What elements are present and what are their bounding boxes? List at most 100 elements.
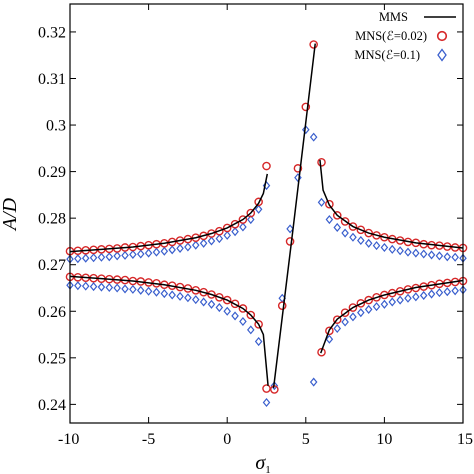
- data-point-mns-01: [199, 238, 208, 248]
- mms-curve: [69, 173, 269, 253]
- data-point-mns-002: [364, 228, 373, 238]
- data-point-mns-01: [317, 197, 326, 207]
- data-point-mns-01: [231, 311, 239, 321]
- data-point-mns-01: [396, 246, 404, 256]
- data-point-mns-01: [372, 241, 381, 251]
- data-point-mns-01: [136, 249, 145, 259]
- data-point-mns-01: [184, 293, 192, 303]
- data-point-mns-01: [443, 287, 452, 297]
- series-layer: [65, 40, 468, 408]
- data-point-mns-01: [89, 282, 98, 292]
- data-point-mns-01: [129, 284, 137, 294]
- data-point-mns-01: [380, 242, 389, 253]
- y-tick-label: 0.29: [38, 164, 66, 181]
- data-point-mns-01: [176, 291, 184, 301]
- data-point-mns-002: [222, 223, 232, 233]
- data-point-mns-01: [105, 282, 114, 293]
- data-point-mns-002: [293, 164, 303, 173]
- data-point-mns-01: [239, 222, 247, 232]
- data-point-mns-002: [340, 308, 350, 317]
- data-point-mns-01: [427, 250, 436, 260]
- data-point-mns-01: [451, 252, 459, 262]
- y-tick-label: 0.25: [38, 350, 66, 367]
- data-point-mns-002: [285, 237, 295, 246]
- x-tick-label: 10: [376, 431, 392, 448]
- x-axis-title-symbol: σ: [255, 452, 266, 474]
- mms-curve: [69, 275, 269, 386]
- data-point-mns-01: [435, 251, 444, 261]
- data-point-mns-01: [341, 228, 349, 238]
- data-point-mns-01: [333, 222, 342, 233]
- y-tick-label: 0.32: [38, 24, 66, 41]
- data-point-mns-002: [325, 326, 334, 336]
- data-point-mns-01: [404, 293, 412, 303]
- data-point-mns-002: [215, 292, 224, 302]
- legend-swatch-mns-002: [436, 30, 448, 42]
- data-point-mns-01: [349, 232, 357, 242]
- data-point-mns-002: [348, 303, 358, 312]
- data-point-mns-01: [144, 286, 153, 296]
- data-point-mns-01: [168, 245, 176, 255]
- data-point-mns-002: [325, 199, 334, 209]
- y-tick-label: 0.27: [38, 257, 66, 274]
- data-point-mns-01: [325, 215, 334, 225]
- data-point-mns-002: [395, 286, 405, 296]
- data-point-mns-01: [113, 283, 121, 293]
- data-point-mns-01: [388, 244, 397, 254]
- legend-label-mns-01: MNS(ℰ=0.1): [354, 48, 420, 62]
- data-point-mns-01: [286, 224, 294, 234]
- data-point-mns-002: [238, 215, 248, 224]
- data-point-mns-01: [412, 292, 420, 302]
- data-point-mns-002: [387, 288, 397, 298]
- data-point-mns-002: [372, 292, 381, 302]
- data-point-mns-01: [81, 281, 90, 291]
- data-point-mns-01: [176, 243, 184, 253]
- data-point-mns-01: [97, 252, 106, 262]
- data-point-mns-01: [89, 253, 98, 263]
- x-tick-label: 15: [457, 431, 473, 448]
- ticks-layer: -10 -5 0 5 10 15 0.24 0.25 0.26 0.27 0.28 0.29 0.3 0.…: [38, 4, 473, 448]
- data-point-mns-01: [357, 308, 365, 318]
- data-point-mns-002: [246, 310, 256, 320]
- data-point-mns-01: [435, 288, 444, 298]
- data-point-mns-01: [364, 304, 373, 314]
- data-point-mns-002: [356, 299, 366, 308]
- data-point-mns-002: [215, 226, 224, 236]
- data-point-mns-01: [144, 248, 153, 258]
- data-point-mns-002: [317, 347, 326, 357]
- data-point-mns-01: [215, 303, 224, 313]
- y-tick-label: 0.28: [38, 211, 66, 228]
- data-point-mns-002: [246, 208, 256, 218]
- mms-curve: [319, 159, 464, 249]
- mms-curve: [320, 279, 464, 354]
- data-point-mns-01: [207, 236, 216, 246]
- data-point-mns-002: [230, 299, 240, 309]
- data-point-mns-01: [302, 125, 310, 135]
- data-point-mns-01: [412, 248, 420, 258]
- data-point-mns-002: [380, 290, 389, 300]
- data-point-mns-002: [317, 157, 326, 167]
- y-tick-label: 0.26: [38, 304, 66, 321]
- data-point-mns-002: [356, 225, 366, 235]
- data-point-mns-01: [388, 297, 397, 307]
- x-tick-label: -5: [142, 431, 155, 448]
- data-point-mns-01: [199, 297, 208, 307]
- data-point-mns-01: [380, 299, 389, 309]
- data-point-mns-002: [262, 384, 271, 393]
- data-point-mns-01: [113, 251, 121, 261]
- data-point-mns-002: [262, 161, 271, 171]
- data-point-mns-002: [403, 285, 413, 294]
- x-axis-title-subscript: 1: [265, 464, 271, 474]
- data-point-mns-01: [254, 204, 263, 214]
- data-point-mns-01: [184, 242, 192, 252]
- data-point-mns-01: [207, 299, 216, 309]
- data-point-mns-01: [309, 132, 318, 142]
- data-point-mns-01: [404, 247, 412, 257]
- x-axis-title: σ1: [255, 452, 270, 474]
- data-point-mns-01: [246, 325, 255, 335]
- data-point-mns-01: [372, 302, 381, 312]
- data-point-mns-002: [230, 219, 240, 229]
- data-point-mns-002: [238, 304, 248, 313]
- data-point-mns-01: [223, 230, 231, 240]
